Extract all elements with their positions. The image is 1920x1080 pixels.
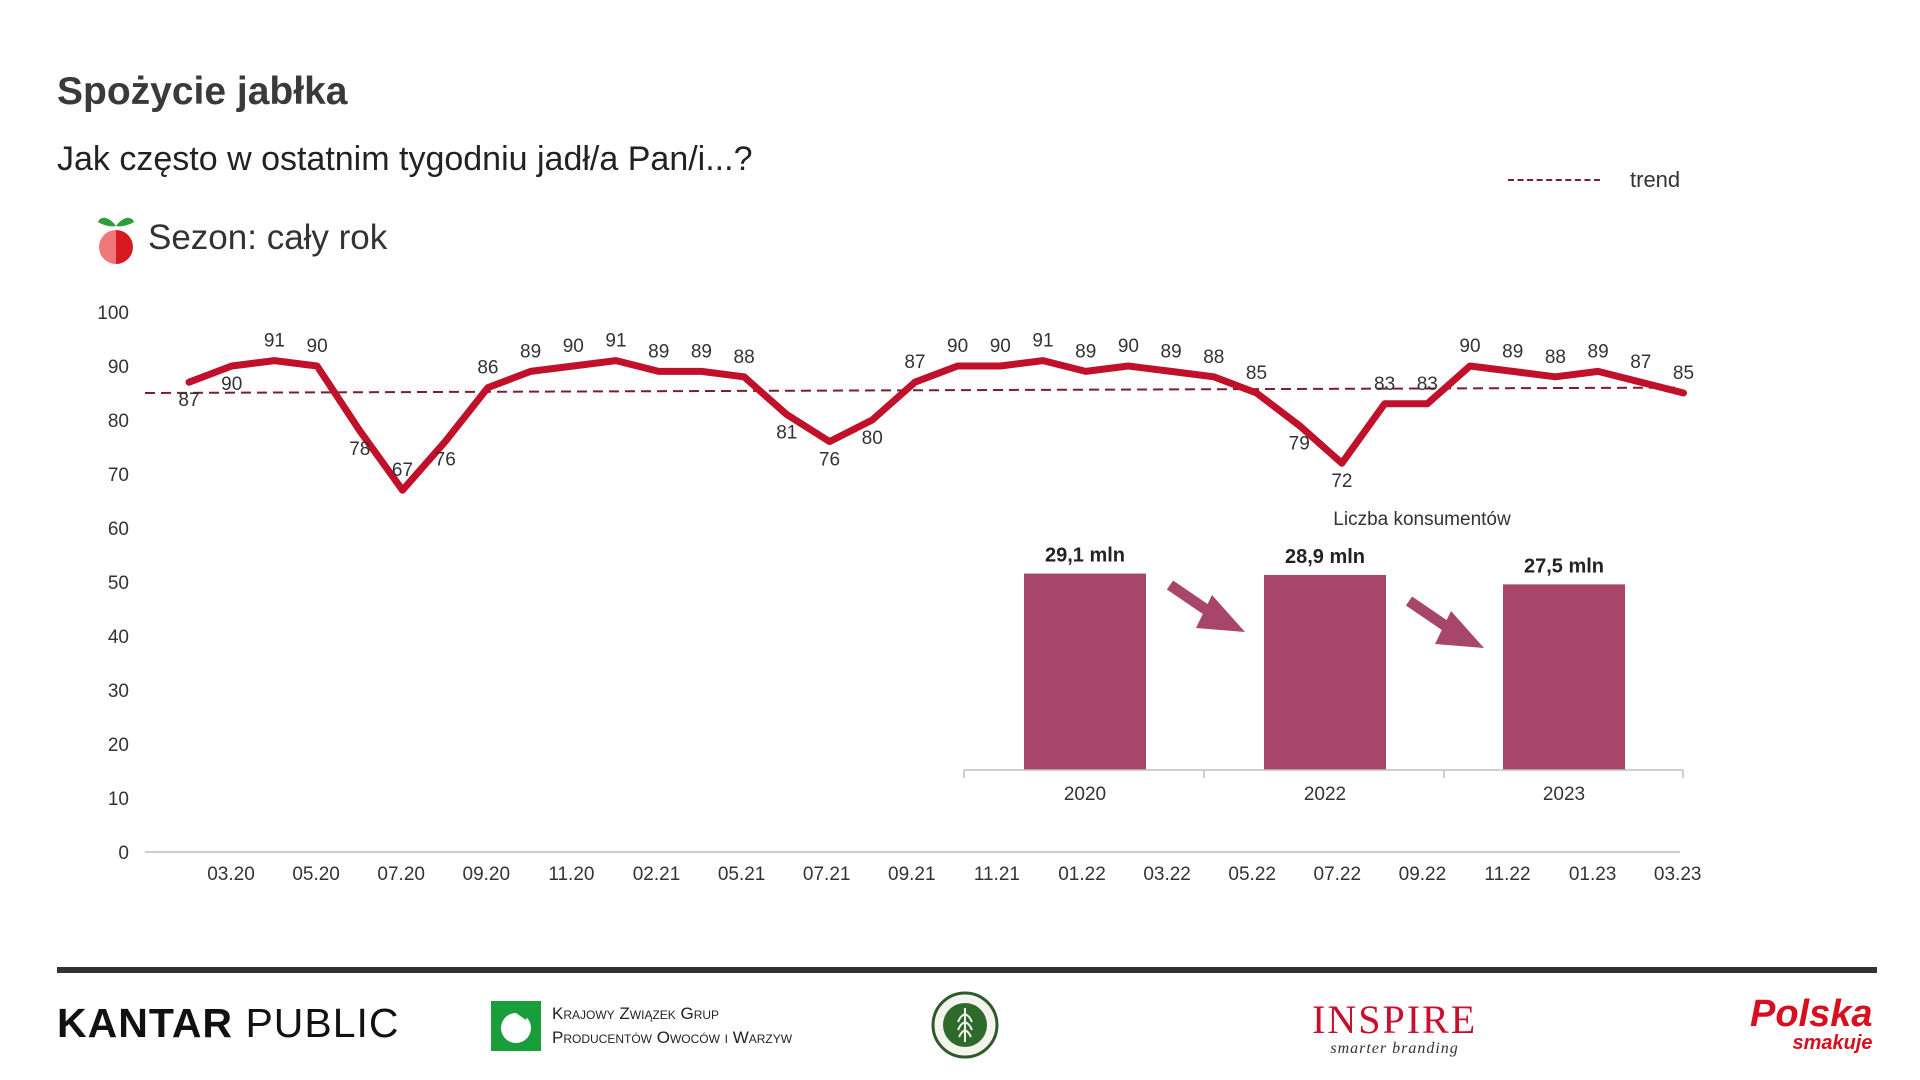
data-label: 89: [1502, 341, 1523, 362]
x-tick-label: 11.22: [1484, 864, 1530, 885]
y-tick-label: 90: [108, 357, 129, 378]
y-tick-label: 40: [108, 627, 129, 648]
data-label: 90: [307, 336, 328, 357]
consumption-line: [185, 357, 1687, 494]
footer-divider: [57, 967, 1877, 973]
page-subtitle: Jak często w ostatnim tygodniu jadł/a Pa…: [57, 140, 753, 178]
data-label: 83: [1417, 374, 1438, 395]
x-tick-label: 03.20: [207, 864, 255, 885]
data-label: 85: [1246, 363, 1267, 384]
data-label: 90: [221, 374, 242, 395]
data-label: 76: [435, 450, 456, 471]
y-tick-label: 70: [108, 465, 129, 486]
kzg-emblem-icon: [491, 1001, 541, 1051]
bar-category-label: 2023: [1543, 784, 1585, 805]
data-label: 87: [904, 352, 925, 373]
x-tick-label: 09.21: [888, 864, 936, 885]
chart-canvas: 0 10 20 30 40 50 60 70 80 90 100 03.20 05.20 07.20 09.…: [97, 303, 1702, 885]
y-tick-label: 10: [108, 789, 129, 810]
x-tick-label: 05.20: [292, 864, 340, 885]
x-tick-label: 09.22: [1399, 864, 1447, 885]
data-label: 79: [1289, 433, 1310, 454]
data-label: 91: [1032, 331, 1053, 352]
page-title: Spożycie jabłka: [57, 70, 348, 113]
x-tick-label: 02.21: [633, 864, 681, 885]
bar-category-label: 2022: [1304, 784, 1346, 805]
y-tick-label: 30: [108, 681, 129, 702]
data-label: 90: [947, 336, 968, 357]
x-tick-label: 11.21: [974, 864, 1020, 885]
inset-title: Liczba konsumentów: [1333, 509, 1511, 530]
data-label: 89: [691, 341, 712, 362]
x-tick-label: 07.20: [377, 864, 425, 885]
x-tick-label: 03.22: [1143, 864, 1191, 885]
data-label: 78: [349, 439, 370, 460]
x-tick-label: 05.21: [718, 864, 766, 885]
bar-value-label: 28,9 mln: [1285, 546, 1365, 568]
data-label: 90: [1118, 336, 1139, 357]
data-label: 72: [1331, 471, 1352, 492]
trend-legend-label: trend: [1630, 167, 1681, 192]
data-label: 67: [392, 460, 413, 481]
data-label: 89: [1075, 341, 1096, 362]
data-label: 90: [1459, 336, 1480, 357]
kantar-public-logo: KANTAR PUBLIC: [57, 1000, 400, 1046]
data-label: 87: [1630, 352, 1651, 373]
bar-value-label: 29,1 mln: [1045, 545, 1125, 567]
chart-legend: trend: [1508, 167, 1680, 193]
data-label: 89: [1588, 341, 1609, 362]
kzg-logo: Krajowy Związek Grup Producentów Owoców …: [490, 1000, 792, 1052]
decline-arrow-icon: [1196, 595, 1245, 632]
polska-smakuje-logo: Polska smakuje: [1750, 993, 1873, 1054]
consumer-bar: [1503, 584, 1625, 770]
y-tick-label: 0: [118, 843, 129, 864]
decline-arrow-icon: [1435, 611, 1484, 648]
y-tick-label: 100: [97, 303, 129, 324]
data-label: 91: [605, 331, 626, 352]
y-tick-label: 60: [108, 519, 129, 540]
y-tick-label: 20: [108, 735, 129, 756]
consumer-bar: [1024, 573, 1146, 770]
x-tick-label: 05.22: [1228, 864, 1276, 885]
x-tick-label: 01.23: [1569, 864, 1617, 885]
y-tick-label: 80: [108, 411, 129, 432]
x-tick-label: 07.22: [1314, 864, 1362, 885]
kzg-name: Krajowy Związek Grup Producentów Owoców …: [552, 1004, 793, 1047]
data-label: 85: [1673, 363, 1694, 384]
x-tick-label: 01.22: [1058, 864, 1106, 885]
bar-category-label: 2020: [1064, 784, 1106, 805]
data-label: 80: [862, 428, 883, 449]
x-tick-label: 07.21: [803, 864, 851, 885]
data-label: 91: [264, 331, 285, 352]
data-label: 88: [1545, 347, 1566, 368]
data-label: 81: [776, 423, 797, 444]
data-label: 89: [648, 341, 669, 362]
x-tick-label: 11.20: [548, 864, 594, 885]
data-label: 83: [1374, 374, 1395, 395]
data-label: 90: [563, 336, 584, 357]
y-tick-label: 50: [108, 573, 129, 594]
trend-legend-line: [1508, 179, 1600, 181]
data-label: 89: [1161, 341, 1182, 362]
data-label: 87: [178, 390, 199, 411]
data-label: 90: [990, 336, 1011, 357]
season-label: Sezon: cały rok: [148, 218, 388, 257]
data-label: 88: [1203, 347, 1224, 368]
data-label: 89: [520, 341, 541, 362]
x-tick-label: 03.23: [1654, 864, 1702, 885]
data-label: 86: [477, 358, 498, 379]
data-label: 88: [734, 347, 755, 368]
data-label: 76: [819, 450, 840, 471]
inspire-logo: INSPIRE smarter branding: [1312, 997, 1478, 1058]
ministry-seal-icon: [931, 991, 999, 1059]
consumer-bar: [1264, 574, 1386, 770]
x-tick-label: 09.20: [463, 864, 511, 885]
season-row: Sezon: cały rok: [96, 208, 387, 268]
bar-value-label: 27,5 mln: [1524, 555, 1604, 577]
apple-icon: [98, 217, 134, 264]
